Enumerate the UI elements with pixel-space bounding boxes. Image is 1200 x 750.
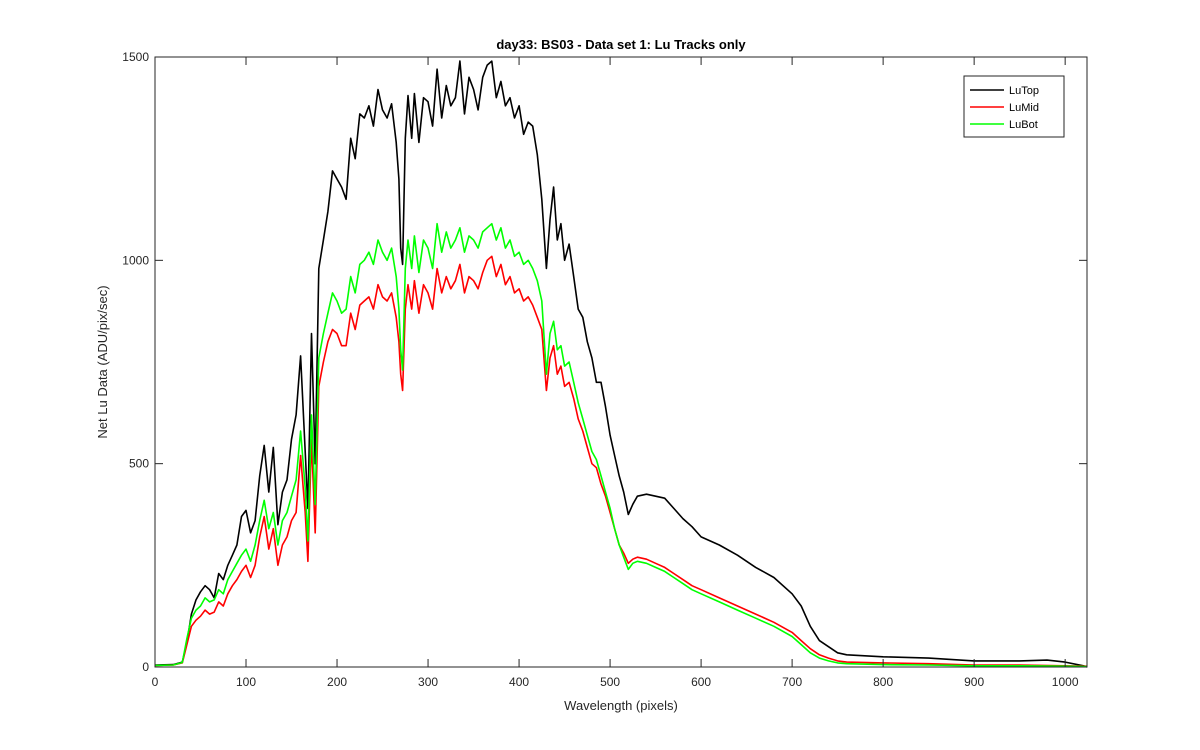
legend: LuTop LuMid LuBot bbox=[963, 75, 1065, 138]
x-tick-label: 400 bbox=[509, 675, 529, 689]
x-tick-label: 1000 bbox=[1052, 675, 1079, 689]
series-layer bbox=[154, 60, 1088, 668]
series-line-lubot bbox=[154, 222, 1088, 668]
x-tick-label: 600 bbox=[691, 675, 711, 689]
legend-label-lutop: LuTop bbox=[1009, 85, 1039, 97]
chart-title: day33: BS03 - Data set 1: Lu Tracks only bbox=[496, 37, 746, 52]
y-axis: 0 500 1000 1500 bbox=[122, 50, 1087, 674]
x-tick-label: 200 bbox=[327, 675, 347, 689]
x-tick-label: 300 bbox=[418, 675, 438, 689]
y-tick-label: 500 bbox=[129, 457, 149, 471]
legend-label-lumid: LuMid bbox=[1009, 102, 1039, 114]
x-axis-title: Wavelength (pixels) bbox=[564, 698, 678, 713]
x-tick-label: 500 bbox=[600, 675, 620, 689]
x-tick-label: 900 bbox=[964, 675, 984, 689]
x-tick-label: 100 bbox=[236, 675, 256, 689]
series-line-lutop bbox=[154, 60, 1088, 668]
y-tick-label: 1000 bbox=[122, 253, 149, 267]
y-tick-label: 0 bbox=[142, 660, 149, 674]
x-tick-label: 0 bbox=[152, 675, 159, 689]
y-tick-label: 1500 bbox=[122, 50, 149, 64]
x-tick-label: 800 bbox=[873, 675, 893, 689]
plot-area bbox=[155, 57, 1087, 667]
series-line-lumid bbox=[154, 255, 1088, 667]
x-tick-label: 700 bbox=[782, 675, 802, 689]
legend-label-lubot: LuBot bbox=[1009, 119, 1038, 131]
y-axis-title: Net Lu Data (ADU/pix/sec) bbox=[95, 285, 110, 438]
x-axis: 0 100 200 300 400 500 600 700 800 900 1000 bbox=[152, 57, 1079, 689]
plot-frame bbox=[154, 56, 1088, 668]
